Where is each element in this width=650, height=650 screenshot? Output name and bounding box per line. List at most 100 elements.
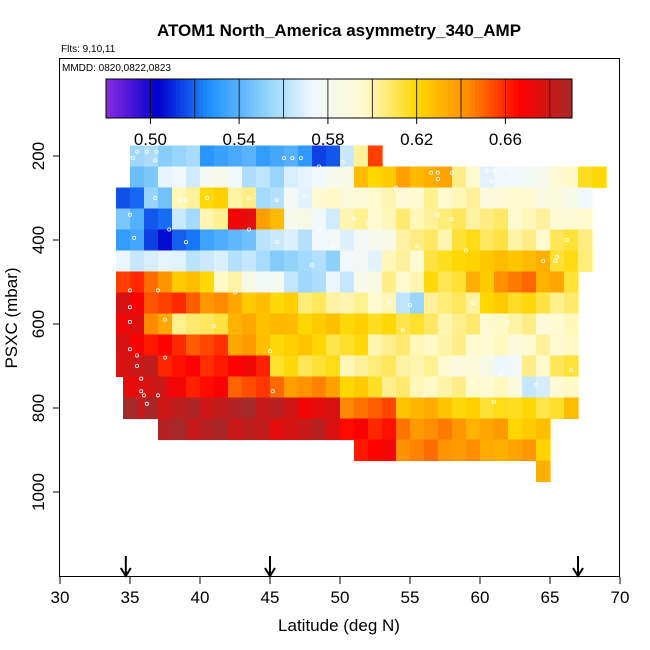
heatmap-cell <box>410 397 425 420</box>
heatmap-cell <box>382 292 397 315</box>
sample-marker <box>162 355 167 360</box>
sample-marker <box>127 288 132 293</box>
heatmap-cell <box>480 418 495 441</box>
heatmap-cell <box>550 187 565 210</box>
flight-arrow <box>572 556 584 578</box>
heatmap-cell <box>200 208 215 231</box>
heatmap-cell <box>256 418 271 441</box>
heatmap-cell <box>340 418 355 441</box>
sample-marker <box>130 156 135 161</box>
heatmap-cell <box>172 271 187 294</box>
heatmap-cell <box>298 334 313 357</box>
heatmap-cell <box>536 418 551 441</box>
heatmap-cell <box>466 166 481 189</box>
heatmap-cell <box>452 187 467 210</box>
heatmap-cell <box>256 166 271 189</box>
heatmap-cell <box>550 166 565 189</box>
heatmap-cell <box>270 271 285 294</box>
heatmap-cell <box>354 334 369 357</box>
heatmap-cell <box>382 208 397 231</box>
heatmap-cell <box>438 355 453 378</box>
heatmap-cell <box>228 187 243 210</box>
heatmap-cell <box>270 145 285 168</box>
heatmap-cell <box>242 313 257 336</box>
sample-marker <box>555 254 560 259</box>
heatmap-cell <box>158 187 173 210</box>
heatmap-cell <box>396 229 411 252</box>
heatmap-cell <box>564 187 579 210</box>
colorbar-swatch <box>502 79 507 118</box>
heatmap-cell <box>550 229 565 252</box>
sample-marker <box>183 198 188 203</box>
heatmap-cell <box>536 376 551 399</box>
heatmap-cell <box>186 355 201 378</box>
sample-marker <box>400 328 405 333</box>
colorbar-swatch <box>288 79 293 118</box>
heatmap-cell <box>116 334 131 357</box>
colorbar-swatch <box>280 79 286 118</box>
heatmap-cell <box>494 187 509 210</box>
heatmap-cell <box>186 376 201 399</box>
heatmap-cell <box>137 397 145 420</box>
colorbar-tick-label: 0.54 <box>223 130 256 149</box>
heatmap-cell <box>494 166 509 189</box>
colorbar-swatch <box>117 79 123 118</box>
heatmap-cell <box>228 292 243 315</box>
heatmap-cell <box>354 439 369 462</box>
heatmap-cell <box>564 250 579 273</box>
colorbar-swatch <box>168 79 173 118</box>
heatmap-cell <box>186 229 201 252</box>
heatmap-cell <box>340 292 355 315</box>
heatmap-cell <box>494 229 509 252</box>
heatmap-cell <box>452 439 467 462</box>
heatmap-cell <box>522 313 537 336</box>
heatmap-cell <box>536 166 551 189</box>
colorbar-swatch <box>238 79 243 118</box>
heatmap-cell <box>368 439 383 462</box>
heatmap-cell <box>144 250 159 273</box>
sample-marker <box>414 244 419 249</box>
x-axis-label: Latitude (deg N) <box>278 616 400 635</box>
sample-marker <box>127 319 132 324</box>
sample-marker <box>246 195 251 200</box>
heatmap-cell <box>200 355 215 378</box>
heatmap-cell <box>368 292 383 315</box>
heatmap-cell <box>158 334 173 357</box>
y-axis: 200 400 600 800 1000 <box>29 142 60 511</box>
heatmap-cell <box>368 187 383 210</box>
heatmap-cell <box>410 250 425 273</box>
heatmap-cell <box>494 355 509 378</box>
heatmap-cell <box>326 250 341 273</box>
sample-marker <box>134 149 139 154</box>
heatmap-cell <box>242 334 257 357</box>
heatmap-cell <box>151 376 166 399</box>
sample-markers <box>127 149 574 406</box>
colorbar-swatch <box>498 79 503 118</box>
heatmap-cell <box>522 292 537 315</box>
heatmap-cell <box>424 397 439 420</box>
sample-marker <box>270 389 275 394</box>
heatmap-cell <box>438 292 453 315</box>
heatmap-cell <box>144 166 159 189</box>
colorbar-swatch <box>354 79 359 118</box>
sample-marker <box>564 237 569 242</box>
heatmap-cell <box>158 166 173 189</box>
colorbar-swatch <box>401 79 406 118</box>
heatmap-cell <box>536 208 551 231</box>
heatmap-cell <box>396 250 411 273</box>
heatmap-cell <box>242 166 257 189</box>
colorbar-swatch <box>319 79 324 118</box>
x-tick-label: 65 <box>541 588 560 607</box>
heatmap-cell <box>242 187 257 210</box>
heatmap-cell <box>480 187 495 210</box>
heatmap-cell <box>186 271 201 294</box>
sample-marker <box>274 240 279 245</box>
heatmap-cell <box>494 208 509 231</box>
heatmap-cell <box>438 418 453 441</box>
colorbar-swatch <box>486 79 491 118</box>
x-tick-label: 45 <box>261 588 280 607</box>
heatmap-cell <box>354 187 369 210</box>
x-tick-label: 70 <box>611 588 630 607</box>
x-tick-label: 50 <box>331 588 350 607</box>
colorbar-swatch <box>272 79 278 118</box>
